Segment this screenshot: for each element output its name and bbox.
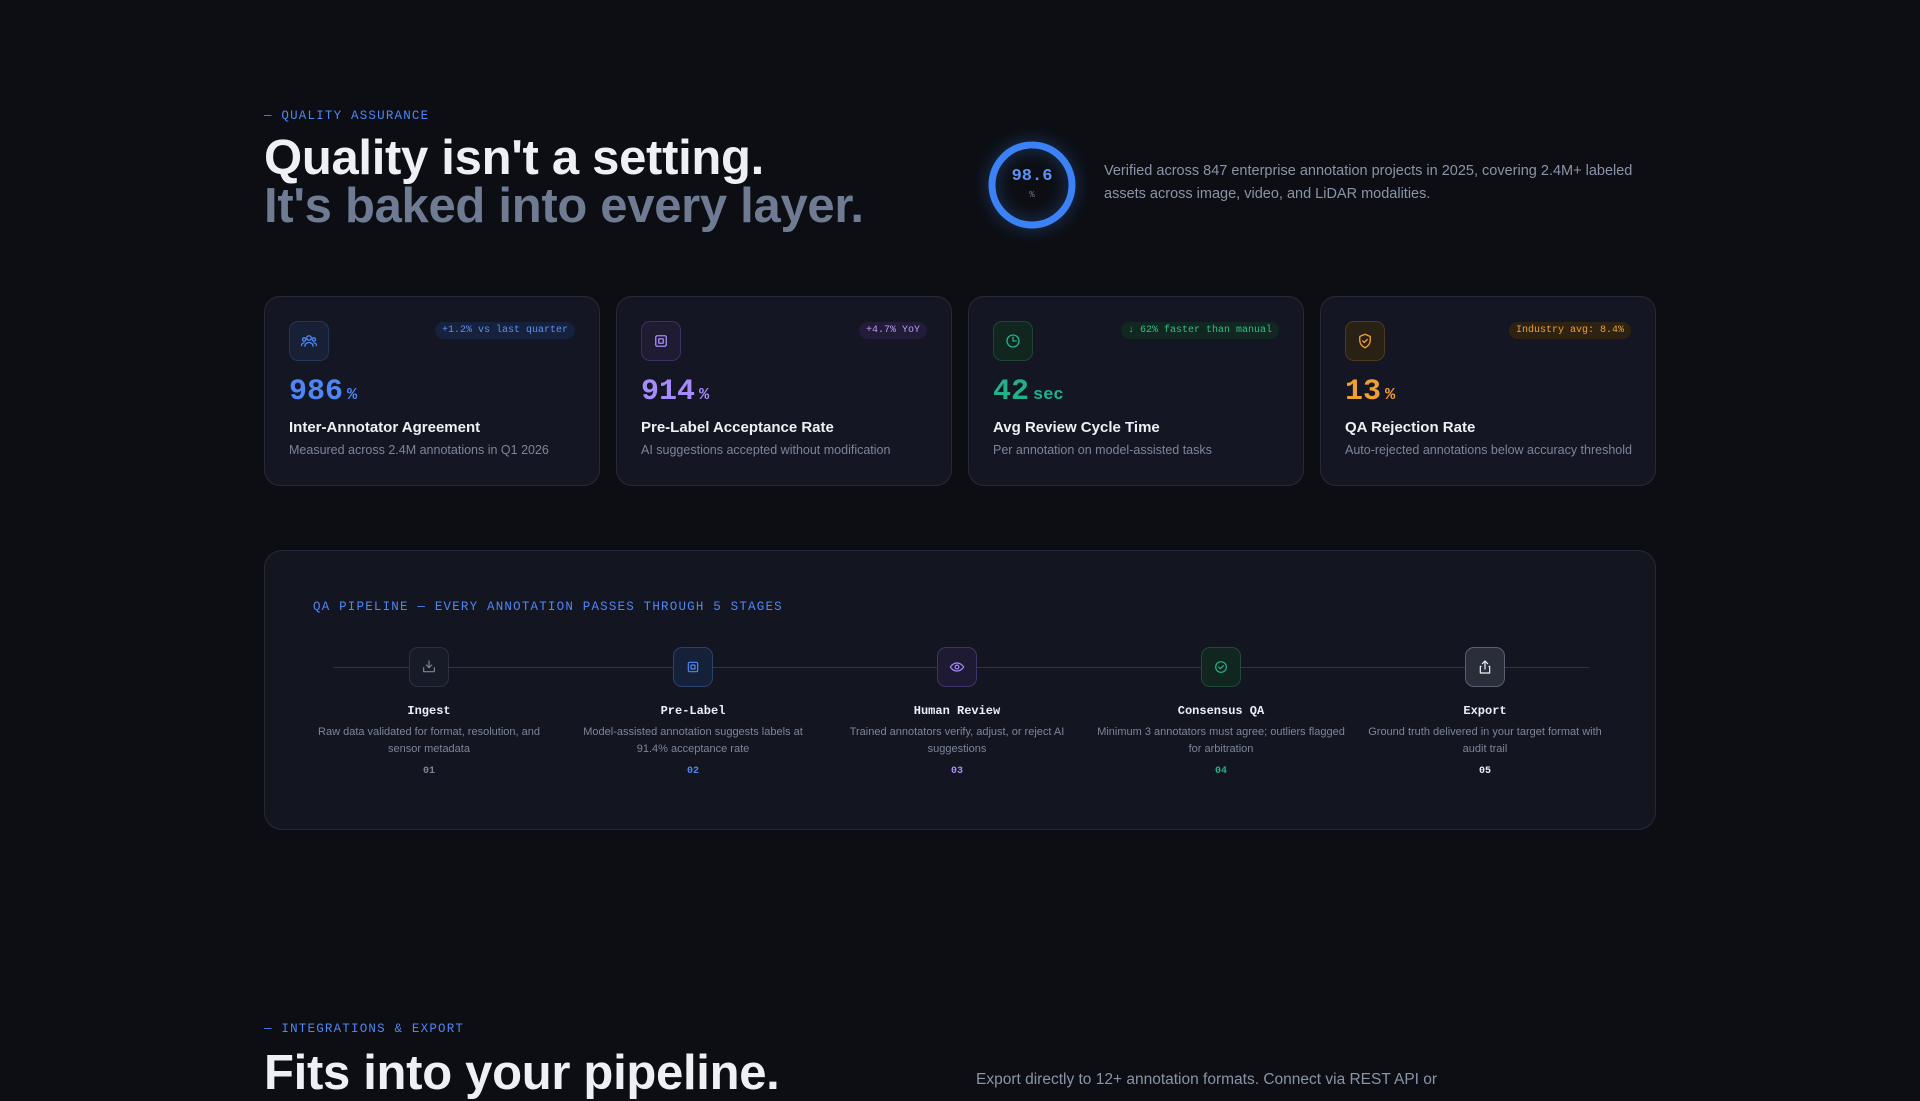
integrations-description: Export directly to 12+ annotation format… [976, 1071, 1438, 1088]
metric-badge: ↓ 62% faster than manual [1120, 322, 1279, 339]
stage-description: Minimum 3 annotators must agree; outlier… [1097, 726, 1345, 755]
hero-description: Verified across 847 enterprise annotatio… [1104, 163, 1633, 202]
integrations-title: Fits into your pipeline. [264, 1046, 780, 1100]
metric-badge: +1.2% vs last quarter [434, 322, 575, 339]
stage-description: Ground truth delivered in your target fo… [1368, 726, 1602, 755]
metric-subtitle: Measured across 2.4M annotations in Q1 2… [289, 443, 549, 457]
check-circle-icon [1201, 647, 1241, 687]
stage-number: 02 [686, 766, 699, 777]
gauge-value: 98.6 [1011, 167, 1053, 186]
metric-value: 914% [641, 375, 710, 409]
stage-description: Raw data validated for format, resolutio… [318, 726, 540, 755]
ingest-icon [409, 647, 449, 687]
stage-description: Model-assisted annotation suggests label… [583, 726, 803, 755]
metric-card-prelabel: +4.7% YoY 914% Pre-Label Acceptance Rate… [616, 296, 952, 486]
metric-subtitle: Per annotation on model-assisted tasks [993, 443, 1212, 457]
metric-title: Avg Review Cycle Time [993, 419, 1160, 436]
export-icon [1465, 647, 1505, 687]
pipeline-eyebrow: QA PIPELINE — EVERY ANNOTATION PASSES TH… [313, 600, 783, 614]
chip-icon [641, 321, 681, 361]
section-eyebrow: — QUALITY ASSURANCE [264, 109, 430, 123]
stage-name: Human Review [913, 704, 1001, 718]
hero-title-line2: It's baked into every layer. [264, 179, 864, 233]
metric-subtitle: Auto-rejected annotations below accuracy… [1345, 443, 1632, 457]
users-icon [289, 321, 329, 361]
metric-card-rejection: Industry avg: 8.4% 13% QA Rejection Rate… [1320, 296, 1656, 486]
metric-badge: +4.7% YoY [858, 322, 927, 339]
stage-description: Trained annotators verify, adjust, or re… [849, 726, 1065, 755]
clock-icon [993, 321, 1033, 361]
stage-name: Consensus QA [1177, 704, 1265, 718]
hero-title-line1: Quality isn't a setting. [264, 131, 764, 185]
pipeline-stage-ingest: Ingest Raw data validated for format, re… [297, 647, 561, 777]
pipeline-stage-consensus-qa: Consensus QA Minimum 3 annotators must a… [1089, 647, 1353, 777]
stage-name: Pre-Label [660, 704, 726, 718]
accuracy-gauge: 98.6 % [986, 139, 1078, 231]
hero-title: Quality isn't a setting. It's baked into… [264, 131, 864, 233]
stage-name: Ingest [407, 704, 451, 718]
metric-value: 42 sec [993, 375, 1064, 409]
shield-check-icon [1345, 321, 1385, 361]
metric-value: 13% [1345, 375, 1396, 409]
eye-icon [937, 647, 977, 687]
metric-value: 986% [289, 375, 358, 409]
stage-number: 01 [422, 766, 435, 777]
stage-name: Export [1463, 704, 1507, 718]
stage-number: 03 [950, 766, 963, 777]
gauge-unit: % [1029, 190, 1035, 200]
integrations-eyebrow: — INTEGRATIONS & EXPORT [264, 1022, 465, 1036]
metric-subtitle: AI suggestions accepted without modifica… [641, 443, 891, 457]
metric-card-cycle-time: ↓ 62% faster than manual 42 sec Avg Revie… [968, 296, 1304, 486]
pipeline-stage-prelabel: Pre-Label Model-assisted annotation sugg… [561, 647, 825, 777]
qa-pipeline-panel: QA PIPELINE — EVERY ANNOTATION PASSES TH… [264, 550, 1656, 830]
metric-title: Inter-Annotator Agreement [289, 419, 481, 436]
pipeline-stage-export: Export Ground truth delivered in your ta… [1353, 647, 1617, 777]
metric-title: QA Rejection Rate [1345, 419, 1476, 436]
stage-number: 04 [1214, 766, 1227, 777]
pipeline-stage-human-review: Human Review Trained annotators verify, … [825, 647, 1089, 777]
metric-badge: Industry avg: 8.4% [1508, 322, 1631, 339]
metric-title: Pre-Label Acceptance Rate [641, 419, 834, 436]
chip-icon [673, 647, 713, 687]
stage-number: 05 [1478, 766, 1491, 777]
gauge-arc [988, 141, 1076, 229]
metric-card-agreement: +1.2% vs last quarter 986% Inter-Annotat… [264, 296, 600, 486]
